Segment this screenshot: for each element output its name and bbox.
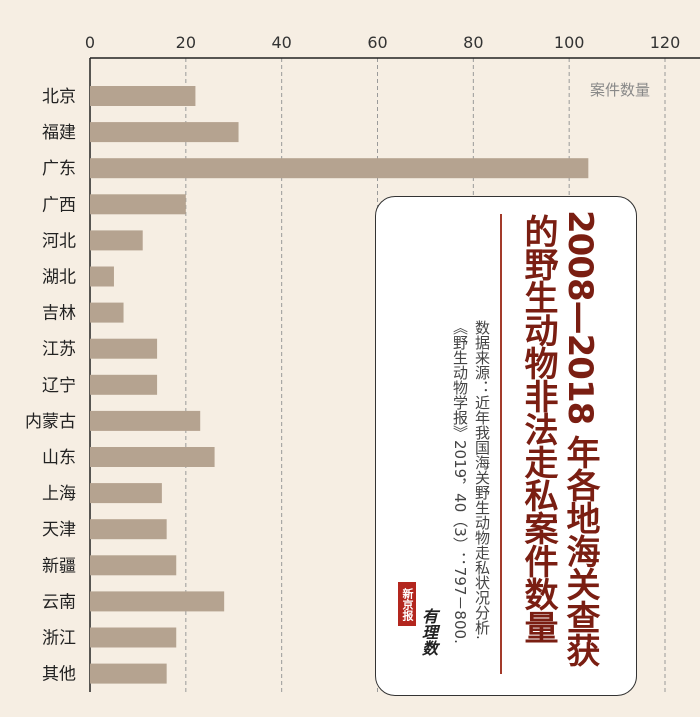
publisher-logo: 新京报 有理数 (398, 582, 440, 672)
x-tick-label: 120 (650, 33, 681, 52)
category-label: 其他 (42, 665, 76, 685)
source-line-1: 数据来源：近年我国海关野生动物走私状况分析. (473, 320, 491, 640)
bar-山东 (90, 447, 215, 467)
bar-湖北 (90, 266, 114, 287)
bar-广西 (90, 194, 186, 215)
category-label: 上海 (42, 484, 76, 504)
category-label: 广西 (42, 195, 76, 215)
bar-江苏 (90, 338, 158, 359)
x-tick-label: 40 (271, 33, 291, 52)
bar-上海 (90, 483, 162, 504)
category-label: 辽宁 (42, 376, 76, 396)
x-axis-label: 案件数量 (590, 81, 650, 99)
category-label: 河北 (42, 231, 76, 251)
category-label: 广东 (42, 159, 76, 179)
category-label: 江苏 (42, 340, 76, 360)
x-tick-label: 0 (85, 33, 95, 52)
category-label: 福建 (42, 123, 76, 143)
bar-河北 (90, 230, 143, 251)
chart-title-line-2: 的野生动物非法走私案件数量 (518, 214, 558, 643)
bar-广东 (90, 158, 589, 179)
chart-title-line-1: 2008—2018 年各地海关查获 (560, 210, 600, 667)
category-label: 内蒙古 (25, 412, 76, 432)
x-tick-label: 20 (176, 33, 196, 52)
category-label: 湖北 (42, 268, 76, 288)
bar-辽宁 (90, 374, 158, 395)
bar-其他 (90, 663, 167, 684)
bar-浙江 (90, 627, 177, 648)
x-tick-label: 80 (463, 33, 483, 52)
bar-内蒙古 (90, 410, 201, 431)
bar-吉林 (90, 302, 124, 323)
category-label: 天津 (42, 520, 76, 540)
source-line-2: 《野生动物学报》2019，40（3）：797－800. (451, 320, 469, 644)
bar-北京 (90, 86, 196, 106)
category-label: 北京 (42, 87, 76, 107)
x-tick-label: 60 (367, 33, 387, 52)
category-label: 新疆 (42, 556, 76, 576)
category-label: 山东 (42, 448, 76, 468)
bar-新疆 (90, 555, 177, 576)
title-card (375, 196, 637, 696)
logo-script-text: 有理数 (419, 608, 438, 656)
bar-天津 (90, 519, 167, 540)
category-label: 浙江 (42, 629, 76, 649)
logo-badge: 新京报 (398, 582, 416, 626)
bar-云南 (90, 591, 225, 612)
title-divider (500, 214, 502, 674)
category-label: 吉林 (42, 304, 76, 324)
x-tick-label: 100 (554, 33, 585, 52)
category-label: 云南 (42, 592, 76, 612)
bar-福建 (90, 122, 239, 143)
